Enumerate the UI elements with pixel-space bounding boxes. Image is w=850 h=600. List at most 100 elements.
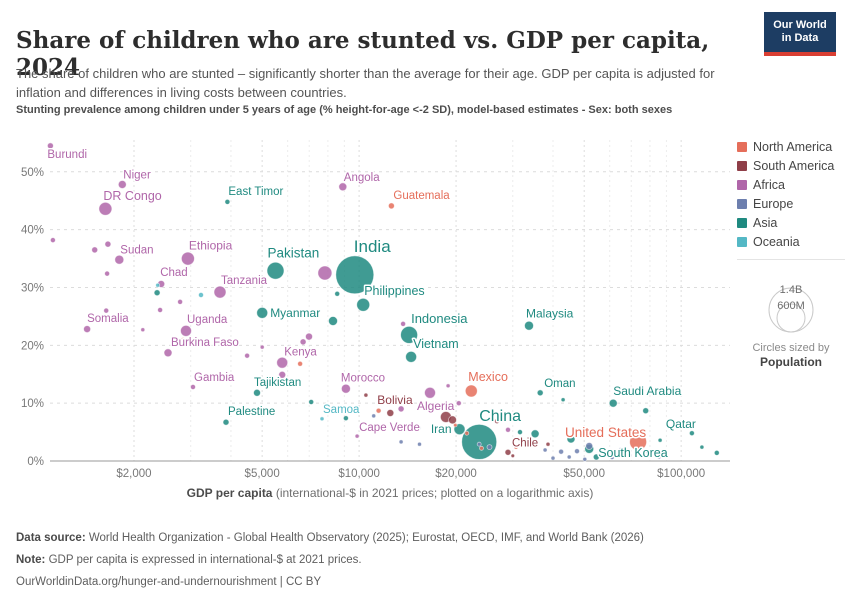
data-point-malaysia[interactable]: [524, 320, 534, 331]
data-point-unlabeled[interactable]: [417, 441, 422, 447]
data-point-uganda[interactable]: [180, 324, 192, 337]
data-point-niger[interactable]: [117, 180, 127, 189]
data-point-oman[interactable]: [536, 389, 544, 397]
data-point-unlabeled[interactable]: [91, 246, 99, 254]
data-point-unlabeled[interactable]: [505, 426, 511, 433]
data-point-east-timor[interactable]: [224, 199, 231, 205]
data-point-pakistan[interactable]: [266, 261, 285, 280]
citation-link[interactable]: OurWorldinData.org/hunger-and-undernouri…: [16, 576, 322, 588]
data-point-united-states[interactable]: [629, 432, 647, 451]
data-point-unlabeled[interactable]: [545, 441, 551, 447]
data-point-unlabeled[interactable]: [574, 448, 580, 455]
data-point-unlabeled[interactable]: [479, 445, 484, 451]
data-point-unlabeled[interactable]: [494, 418, 500, 425]
data-point-saudi-arabia[interactable]: [608, 398, 618, 408]
data-point-unlabeled[interactable]: [618, 447, 624, 453]
data-point-unlabeled[interactable]: [513, 444, 519, 450]
data-point-unlabeled[interactable]: [510, 453, 515, 458]
data-point-samoa[interactable]: [319, 416, 325, 422]
data-point-unlabeled[interactable]: [104, 240, 112, 248]
data-point-chile[interactable]: [504, 448, 512, 456]
data-point-burkina-faso[interactable]: [163, 348, 173, 358]
data-point-tajikistan[interactable]: [253, 388, 261, 397]
data-point-bolivia[interactable]: [386, 409, 395, 417]
data-point-unlabeled[interactable]: [103, 307, 110, 314]
data-point-myanmar[interactable]: [256, 306, 269, 319]
data-point-cape-verde[interactable]: [354, 433, 360, 439]
data-point-unlabeled[interactable]: [244, 352, 251, 359]
data-point-unlabeled[interactable]: [566, 434, 576, 444]
data-point-unlabeled[interactable]: [104, 270, 110, 277]
data-point-unlabeled[interactable]: [153, 289, 161, 297]
data-point-unlabeled[interactable]: [375, 407, 382, 414]
data-point-unlabeled[interactable]: [400, 320, 407, 327]
data-point-guatemala[interactable]: [387, 202, 395, 210]
data-point-philippines[interactable]: [356, 297, 371, 312]
data-point-unlabeled[interactable]: [656, 454, 662, 460]
data-point-unlabeled[interactable]: [542, 447, 548, 453]
data-point-vietnam[interactable]: [405, 350, 418, 363]
data-point-unlabeled[interactable]: [415, 425, 422, 431]
data-point-unlabeled[interactable]: [155, 282, 161, 288]
data-point-india[interactable]: [335, 255, 375, 295]
data-point-palestine[interactable]: [222, 418, 230, 426]
data-point-dr-congo[interactable]: [98, 201, 113, 216]
owid-logo[interactable]: Our World in Data: [764, 12, 836, 56]
legend-item-north-america[interactable]: North America: [737, 140, 845, 154]
data-point-unlabeled[interactable]: [642, 407, 650, 415]
data-point-unlabeled[interactable]: [278, 370, 287, 379]
data-point-unlabeled[interactable]: [585, 442, 594, 450]
data-point-unlabeled[interactable]: [582, 456, 588, 462]
scatter-chart[interactable]: $2,000 $5,000 $10,000 $20,000 $50,000 $100,00…: [8, 130, 738, 508]
data-point-unlabeled[interactable]: [455, 400, 462, 407]
data-point-kenya[interactable]: [276, 356, 289, 369]
data-point-angola[interactable]: [338, 182, 348, 192]
data-point-unlabeled[interactable]: [699, 444, 705, 450]
data-point-tanzania[interactable]: [213, 285, 227, 299]
legend-item-europe[interactable]: Europe: [737, 197, 845, 211]
data-point-unlabeled[interactable]: [657, 437, 663, 443]
chart-canvas[interactable]: $2,000 $5,000 $10,000 $20,000 $50,000 $100,00…: [8, 130, 738, 508]
data-point-mexico[interactable]: [464, 384, 478, 398]
data-point-qatar[interactable]: [689, 430, 695, 437]
data-point-unlabeled[interactable]: [592, 453, 600, 461]
data-point-somalia[interactable]: [83, 325, 91, 334]
data-point-unlabeled[interactable]: [259, 344, 265, 350]
data-point-unlabeled[interactable]: [476, 441, 482, 447]
data-point-unlabeled[interactable]: [198, 292, 204, 298]
data-point-sudan[interactable]: [114, 254, 125, 265]
data-point-unlabeled[interactable]: [436, 404, 442, 411]
data-point-ethiopia[interactable]: [180, 251, 195, 266]
data-point-unlabeled[interactable]: [299, 338, 307, 346]
data-point-unlabeled[interactable]: [308, 399, 315, 405]
legend-item-oceania[interactable]: Oceania: [737, 235, 845, 249]
data-point-unlabeled[interactable]: [464, 430, 470, 436]
data-point-unlabeled[interactable]: [398, 439, 404, 445]
data-point-unlabeled[interactable]: [713, 449, 720, 456]
data-point-unlabeled[interactable]: [334, 290, 341, 297]
data-point-unlabeled[interactable]: [297, 360, 304, 367]
data-point-unlabeled[interactable]: [305, 332, 313, 341]
data-point-unlabeled[interactable]: [517, 429, 523, 436]
data-point-unlabeled[interactable]: [566, 454, 572, 460]
data-point-unlabeled[interactable]: [397, 405, 405, 413]
data-point-unlabeled[interactable]: [445, 383, 451, 389]
legend-item-asia[interactable]: Asia: [737, 216, 845, 230]
data-point-unlabeled[interactable]: [627, 452, 633, 458]
data-point-gambia[interactable]: [190, 384, 196, 390]
data-point-unlabeled[interactable]: [328, 316, 338, 326]
data-point-unlabeled[interactable]: [486, 444, 493, 451]
data-point-indonesia[interactable]: [400, 325, 419, 344]
legend-item-south-america[interactable]: South America: [737, 159, 845, 173]
data-point-unlabeled[interactable]: [342, 415, 349, 422]
data-point-algeria[interactable]: [424, 386, 436, 399]
data-point-unlabeled[interactable]: [609, 454, 615, 460]
data-point-unlabeled[interactable]: [453, 422, 458, 428]
data-point-unlabeled[interactable]: [560, 397, 566, 403]
data-point-unlabeled[interactable]: [448, 415, 457, 425]
data-point-unlabeled[interactable]: [317, 265, 333, 281]
data-point-unlabeled[interactable]: [177, 298, 184, 305]
data-point-unlabeled[interactable]: [645, 448, 651, 455]
data-point-unlabeled[interactable]: [363, 392, 369, 398]
data-point-unlabeled[interactable]: [50, 237, 56, 243]
